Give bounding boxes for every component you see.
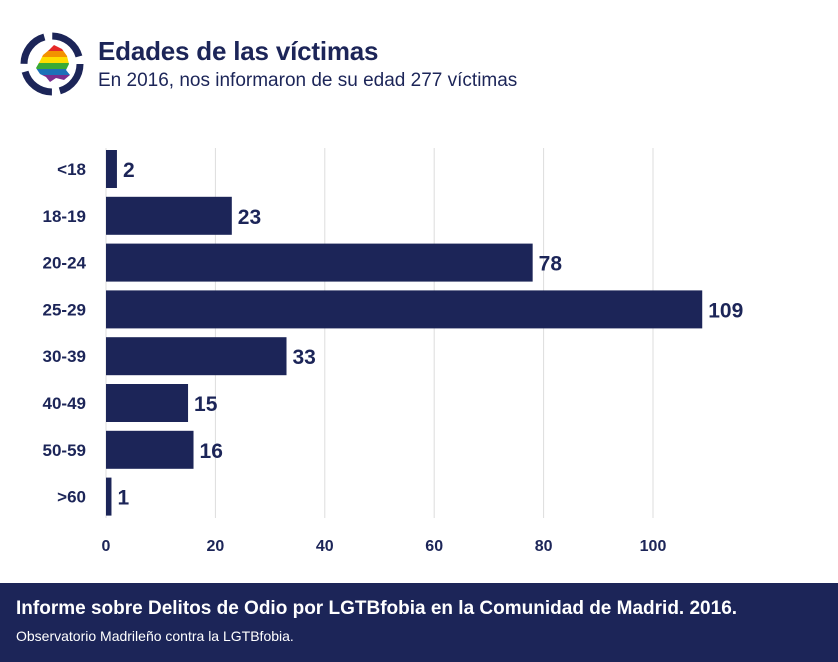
footer-banner: Informe sobre Delitos de Odio por LGTBfo… <box>0 583 838 662</box>
category-label: >60 <box>57 488 86 507</box>
logo-rainbow-region <box>36 45 70 82</box>
category-label: 50-59 <box>43 441 86 460</box>
logo-ring <box>20 32 84 96</box>
category-label: 25-29 <box>43 300 86 319</box>
value-label: 16 <box>200 440 223 463</box>
value-label: 78 <box>539 253 563 276</box>
bar <box>106 150 117 188</box>
value-label: 33 <box>293 346 316 369</box>
x-tick-label: 60 <box>425 538 443 555</box>
bar <box>106 384 189 422</box>
footer-source: Observatorio Madrileño contra la LGTBfob… <box>16 628 294 644</box>
category-label: 30-39 <box>43 347 86 366</box>
age-bar-chart: 0 20 40 60 80 100 <18 2 18-19 23 20-24 78 25-29 109 30… <box>43 148 743 555</box>
x-tick-label: 0 <box>102 538 111 555</box>
bar <box>106 430 194 469</box>
bar <box>106 477 112 516</box>
madrid-rainbow-region-icon <box>20 32 84 96</box>
category-label: 18-19 <box>43 207 86 226</box>
bar <box>106 196 232 235</box>
value-label: 109 <box>708 299 743 322</box>
value-label: 15 <box>194 393 218 416</box>
chart-subtitle: En 2016, nos informaron de su edad 277 v… <box>98 70 518 91</box>
value-label: 23 <box>238 206 261 229</box>
category-label: <18 <box>57 160 86 179</box>
footer-title: Informe sobre Delitos de Odio por LGTBfo… <box>16 598 738 619</box>
chart-title: Edades de las víctimas <box>98 36 379 66</box>
x-tick-label: 80 <box>535 538 553 555</box>
x-tick-label: 40 <box>316 538 334 555</box>
bar <box>106 243 533 282</box>
value-label: 1 <box>117 487 129 510</box>
category-label: 40-49 <box>43 394 86 413</box>
category-label: 20-24 <box>43 254 87 273</box>
madrid-rainbow-logo <box>20 32 84 96</box>
value-label: 2 <box>123 159 135 182</box>
x-tick-label: 20 <box>207 538 225 555</box>
bar <box>106 290 703 329</box>
x-tick-label: 100 <box>640 538 667 555</box>
bar <box>106 337 287 376</box>
